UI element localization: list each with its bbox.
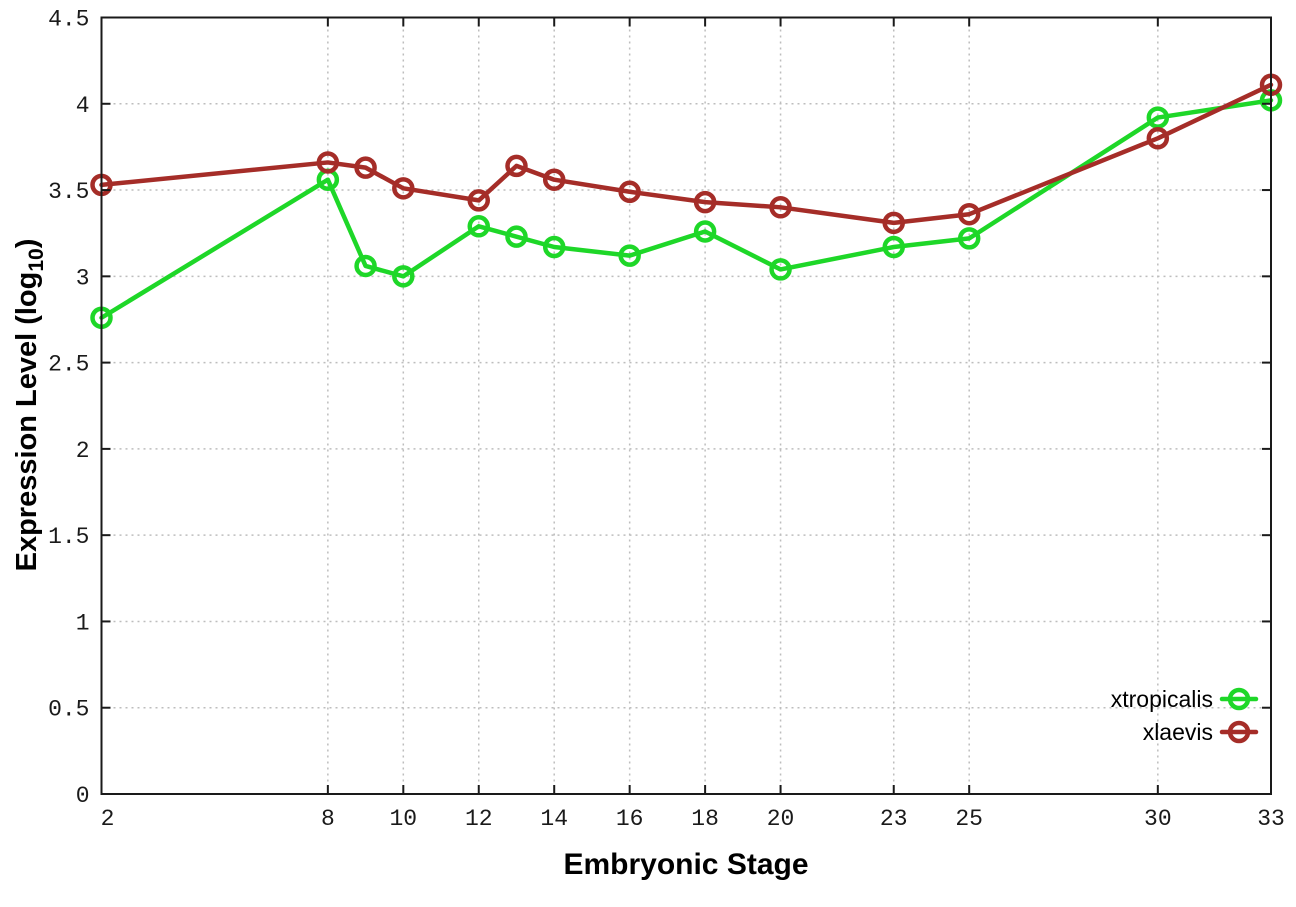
x-tick-label: 20 (767, 806, 795, 832)
data-point-xtropicalis (618, 244, 641, 267)
y-tick-label: 4.5 (48, 7, 89, 33)
data-point-xlaevis (354, 156, 377, 179)
y-tick-label: 3 (76, 265, 90, 291)
data-series (90, 73, 1283, 329)
data-point-xtropicalis (392, 265, 415, 288)
data-point-xlaevis (957, 202, 981, 226)
gridlines (101, 17, 1271, 794)
x-axis-title: Embryonic Stage (563, 848, 808, 881)
data-point-xlaevis (882, 211, 905, 235)
x-tick-label: 23 (880, 806, 908, 832)
plot-border (100, 16, 1272, 795)
legend-label-xtropicalis: xtropicalis (1111, 686, 1213, 712)
x-tick-label: 12 (465, 806, 493, 832)
y-axis-title-main: Expression Level (log (11, 272, 43, 572)
x-tick-label: 16 (616, 806, 644, 832)
data-point-xtropicalis (693, 220, 717, 243)
legend-sample-marker-xtropicalis (1227, 687, 1251, 711)
y-tick-label: 2.5 (48, 352, 89, 378)
legend-sample-marker-xlaevis (1227, 720, 1251, 744)
y-tick-label: 2 (76, 438, 90, 464)
x-tick-label: 8 (321, 806, 335, 832)
data-point-xtropicalis (505, 225, 528, 248)
x-tick-label: 2 (101, 806, 115, 832)
series-line-xlaevis (99, 82, 1274, 226)
x-tick-label: 18 (691, 806, 719, 832)
x-tick-label: 25 (955, 806, 983, 832)
y-tick-label: 3.5 (48, 179, 89, 205)
x-tick-label: 14 (540, 806, 568, 832)
data-point-xtropicalis (354, 254, 377, 278)
data-point-xlaevis (542, 168, 566, 191)
data-point-xlaevis (316, 151, 340, 174)
data-point-xtropicalis (1146, 106, 1170, 129)
axis-ticks (100, 16, 1272, 795)
data-point-xtropicalis (769, 258, 792, 281)
y-axis-title-end: ) (11, 239, 43, 249)
y-axis-title: Expression Level (log10) (11, 239, 48, 572)
data-point-xlaevis (769, 196, 792, 219)
legend-markers (1219, 687, 1259, 744)
x-tick-label: 33 (1257, 806, 1285, 832)
data-point-xlaevis (1146, 127, 1170, 150)
legend: xtropicalis xlaevis (1111, 686, 1259, 745)
data-point-xlaevis (505, 154, 528, 178)
y-tick-label: 1 (76, 610, 90, 636)
tick-labels: 0 0.5 1 1.5 2 2.5 3 3.5 4 4.5 2 8 10 12 14 16 18 20 23 25 30… (48, 7, 1285, 833)
data-point-xlaevis (693, 190, 717, 214)
y-tick-label: 4 (76, 93, 90, 119)
data-point-xlaevis (467, 189, 491, 212)
legend-label-xlaevis: xlaevis (1143, 719, 1213, 745)
data-point-xlaevis (618, 180, 641, 204)
data-point-xtropicalis (957, 227, 981, 250)
y-tick-label: 0 (76, 783, 90, 809)
x-tick-label: 10 (390, 806, 418, 832)
data-point-xlaevis (392, 177, 415, 200)
data-point-xtropicalis (882, 235, 905, 259)
x-tick-label: 30 (1144, 806, 1172, 832)
y-tick-label: 0.5 (48, 697, 89, 723)
series-line-xtropicalis (99, 98, 1274, 320)
data-point-xtropicalis (542, 235, 566, 259)
y-axis-title-subscript: 10 (25, 248, 48, 271)
y-tick-label: 1.5 (48, 524, 89, 550)
data-point-xtropicalis (467, 215, 491, 238)
